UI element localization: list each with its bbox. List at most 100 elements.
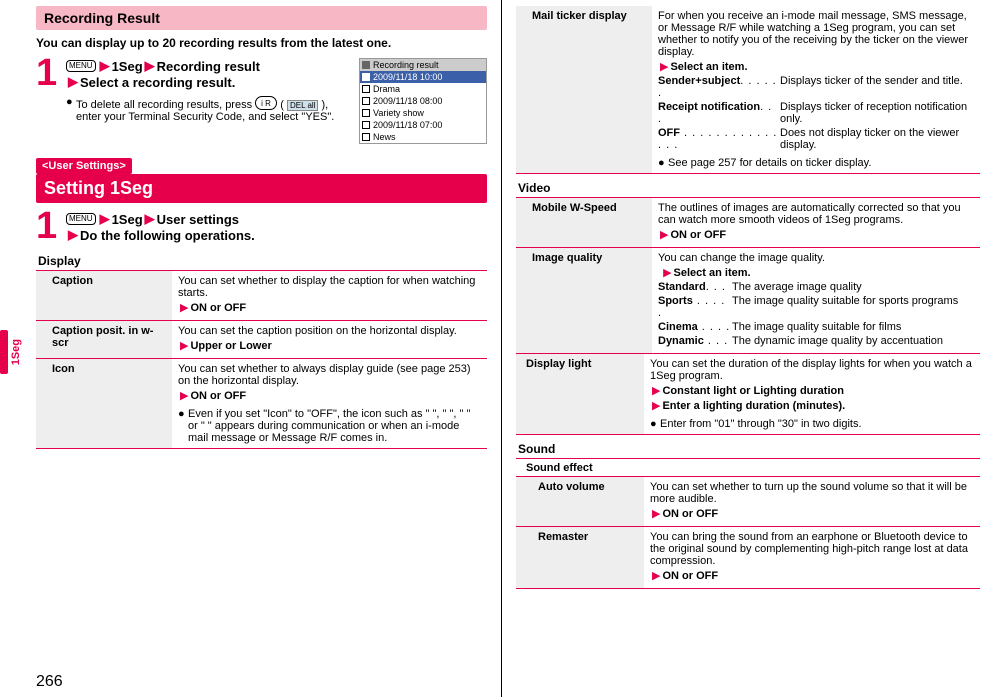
screenshot-row: Variety show <box>360 107 486 119</box>
caption-desc: You can set whether to display the capti… <box>172 271 487 321</box>
step-line-2: ▶ Select a recording result. <box>66 74 351 90</box>
path-1seg: 1Seg <box>112 59 143 74</box>
icon-desc: You can set whether to always display gu… <box>172 359 487 449</box>
triangle-icon: ▶ <box>100 58 110 74</box>
triangle-icon: ▶ <box>652 570 660 582</box>
table-row: Mobile W-Speed The outlines of images ar… <box>516 198 980 248</box>
right-column: Mail ticker display For when you receive… <box>502 0 1004 697</box>
select-item: Select an item. <box>670 61 747 73</box>
setting-1seg-title: Setting 1Seg <box>36 174 487 203</box>
mail-ticker-desc: For when you receive an i-mode mail mess… <box>652 6 980 174</box>
auto-volume-desc: You can set whether to turn up the sound… <box>644 477 980 527</box>
step-1: 1 MENU ▶ 1Seg ▶ Recording result ▶ Selec… <box>36 58 351 123</box>
note-text: To delete all recording results, press i… <box>76 96 351 123</box>
ir-key-icon: i R <box>255 96 277 110</box>
note-text: Enter from "01" through "30" in two digi… <box>660 418 974 430</box>
desc-text: You can bring the sound from an earphone… <box>650 531 974 567</box>
desc-text: You can set the caption position on the … <box>178 325 481 337</box>
desc-text: You can change the image quality. <box>658 252 974 264</box>
step-number: 1 <box>36 58 62 88</box>
opt-name: Sender+subject <box>658 75 740 87</box>
row-text: Variety show <box>373 108 424 118</box>
table-row: Caption posit. in w-scr You can set the … <box>36 321 487 359</box>
remaster-desc: You can bring the sound from an earphone… <box>644 527 980 589</box>
path-select: Select a recording result. <box>80 75 235 90</box>
screenshot-title: Recording result <box>373 60 439 70</box>
svg-text:i R: i R <box>261 99 271 108</box>
opt-name: Dynamic <box>658 335 704 347</box>
row-icon <box>362 121 370 129</box>
row-text: Drama <box>373 84 400 94</box>
screenshot-row: 2009/11/18 07:00 <box>360 119 486 131</box>
dots: . . . <box>704 335 728 347</box>
step-1-settings: 1 MENU ▶ 1Seg ▶ User settings ▶ Do the f… <box>36 211 487 243</box>
step-body: MENU ▶ 1Seg ▶ Recording result ▶ Select … <box>66 58 351 123</box>
desc-text: You can set whether to display the capti… <box>178 275 481 299</box>
option-text: Constant light or Lighting duration <box>662 385 843 397</box>
row-icon <box>362 109 370 117</box>
row-text: 2009/11/18 10:00 <box>373 72 442 82</box>
page-number: 266 <box>36 673 63 691</box>
opt-text: Does not display ticker on the viewer di… <box>780 127 974 151</box>
mail-ticker-label: Mail ticker display <box>516 6 652 174</box>
left-column: 1Seg 266 Recording Result You can displa… <box>0 0 502 697</box>
step-line-1: MENU ▶ 1Seg ▶ User settings <box>66 211 487 227</box>
option-text: ON or OFF <box>190 302 246 314</box>
opt-text: The image quality suitable for films <box>732 321 974 333</box>
display-header: Display <box>36 251 487 271</box>
option-text: Upper or Lower <box>190 340 271 352</box>
path-1seg: 1Seg <box>112 212 143 227</box>
triangle-icon: ▶ <box>145 211 155 227</box>
side-tab-text: 1Seg <box>10 339 22 365</box>
bullet-icon: ● <box>66 96 76 108</box>
step-line-2: ▶ Do the following operations. <box>66 227 487 243</box>
caption-posit-label: Caption posit. in w-scr <box>36 321 172 359</box>
table-row: Mail ticker display For when you receive… <box>516 6 980 174</box>
triangle-icon: ▶ <box>68 74 78 90</box>
desc-text: You can set whether to always display gu… <box>178 363 481 387</box>
step-number: 1 <box>36 211 62 241</box>
icon-label: Icon <box>36 359 172 449</box>
opt-name: OFF <box>658 127 680 139</box>
step-body: MENU ▶ 1Seg ▶ User settings ▶ Do the fol… <box>66 211 487 243</box>
extra-text: Even if you set "Icon" to "OFF", the ico… <box>188 408 481 444</box>
step-line-1: MENU ▶ 1Seg ▶ Recording result <box>66 58 351 74</box>
icon-extra-note: ● Even if you set "Icon" to "OFF", the i… <box>178 408 481 444</box>
desc-text: The outlines of images are automatically… <box>658 202 974 226</box>
video-header: Video <box>516 178 980 198</box>
display-light-note: ● Enter from "01" through "30" in two di… <box>650 418 974 430</box>
screenshot-row: News <box>360 131 486 143</box>
opt-name: Receipt notification <box>658 101 760 113</box>
dots: . . . <box>706 281 726 293</box>
path-recording-result: Recording result <box>157 59 260 74</box>
mobile-wspeed-label: Mobile W-Speed <box>516 198 652 248</box>
opt-name: Cinema <box>658 321 698 333</box>
table-row: Caption You can set whether to display t… <box>36 271 487 321</box>
sound-header: Sound <box>516 439 980 459</box>
option-text: ON or OFF <box>190 390 246 402</box>
table-row: Display light You can set the duration o… <box>516 354 980 435</box>
path-user-settings: User settings <box>157 212 239 227</box>
mobile-wspeed-desc: The outlines of images are automatically… <box>652 198 980 248</box>
page: 1Seg 266 Recording Result You can displa… <box>0 0 1004 697</box>
triangle-icon: ▶ <box>180 302 188 314</box>
display-light-table: Display light You can set the duration o… <box>516 354 980 435</box>
opt-text: Displays ticker of the sender and title. <box>780 75 974 99</box>
image-quality-label: Image quality <box>516 248 652 354</box>
triangle-icon: ▶ <box>660 61 668 73</box>
screenshot-title-icon <box>362 61 370 69</box>
desc-text: You can set the duration of the display … <box>650 358 974 382</box>
table-row: Auto volume You can set whether to turn … <box>516 477 980 527</box>
mail-ticker-table: Mail ticker display For when you receive… <box>516 6 980 174</box>
triangle-icon: ▶ <box>68 227 78 243</box>
opt-text: The image quality suitable for sports pr… <box>732 295 974 319</box>
row-text: 2009/11/18 08:00 <box>373 96 442 106</box>
menu-key-icon: MENU <box>66 213 96 225</box>
menu-key-icon: MENU <box>66 60 96 72</box>
row-icon <box>362 97 370 105</box>
row-text: News <box>373 132 396 142</box>
triangle-icon: ▶ <box>652 508 660 520</box>
recording-result-title: Recording Result <box>36 6 487 30</box>
row-icon <box>362 133 370 141</box>
display-settings-table: Caption You can set whether to display t… <box>36 271 487 449</box>
